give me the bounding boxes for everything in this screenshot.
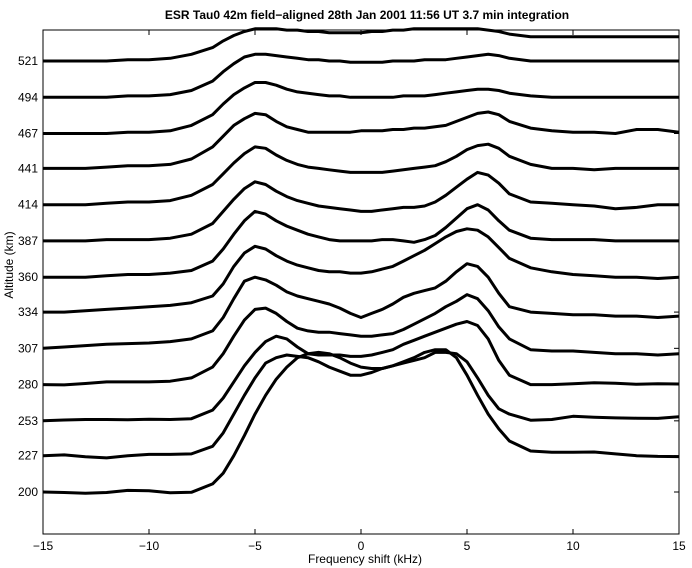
- x-tick-label: −10: [139, 539, 160, 553]
- spectrum-line-467: [43, 81, 679, 135]
- y-tick-label: 387: [18, 234, 38, 248]
- spectrum-line-441: [43, 110, 680, 170]
- x-axis: −15 −10 −5 0 5 10 15: [33, 30, 686, 553]
- y-tick-label: 334: [18, 305, 38, 319]
- spectrum-line-280: [42, 293, 680, 387]
- x-tick-label: −15: [33, 539, 54, 553]
- y-tick-label: 307: [18, 341, 38, 355]
- spectrum-line-253: [42, 320, 680, 423]
- x-tick-label: 10: [566, 539, 580, 553]
- spectrum-line-334: [43, 227, 680, 314]
- spectrum-line-414: [43, 142, 679, 207]
- y-tick-label: 467: [18, 127, 38, 141]
- plot-frame: [42, 29, 680, 535]
- y-tick-label: 200: [18, 485, 38, 499]
- y-axis-label: Altitude (km): [2, 231, 16, 298]
- y-tick-label: 227: [18, 449, 38, 463]
- x-tick-label: −5: [248, 539, 262, 553]
- y-tick-label: 521: [18, 54, 38, 68]
- spectrum-line-387: [43, 170, 679, 243]
- spectrum-line-494: [43, 52, 679, 99]
- y-tick-label: 280: [18, 378, 38, 392]
- spectrum-line-227: [42, 350, 680, 460]
- x-tick-label: 5: [464, 539, 471, 553]
- y-tick-label: 414: [18, 198, 38, 212]
- spectrum-line-360: [43, 203, 679, 279]
- y-axis: 200 227 253 280 307 334 360 387 414 441 467 494 521: [18, 54, 679, 499]
- y-tick-label: 441: [18, 161, 38, 175]
- y-tick-label: 253: [18, 414, 38, 428]
- x-tick-label: 15: [672, 539, 686, 553]
- chart-title: ESR Tau0 42m field−aligned 28th Jan 2001…: [165, 8, 569, 22]
- y-tick-label: 494: [18, 90, 38, 104]
- spectrum-line-307: [42, 262, 680, 350]
- spectrum-line-200: [42, 348, 680, 495]
- series-lines: [42, 27, 680, 495]
- x-axis-label: Frequency shift (kHz): [308, 552, 422, 566]
- y-tick-label: 360: [18, 270, 38, 284]
- x-tick-label: 0: [358, 539, 365, 553]
